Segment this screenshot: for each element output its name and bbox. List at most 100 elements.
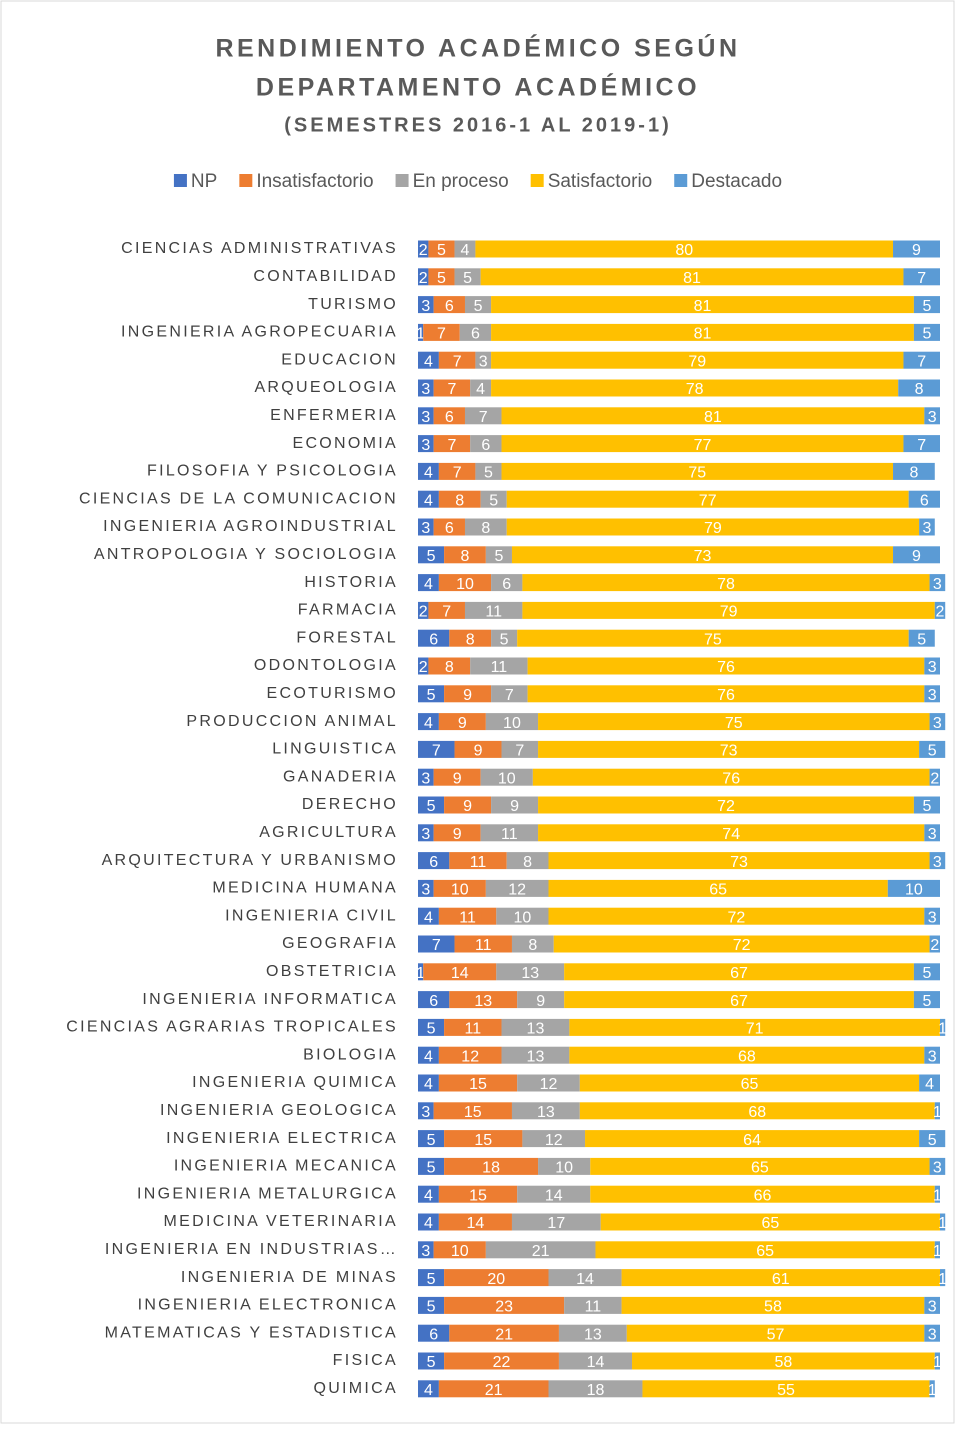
bar-segment xyxy=(418,1185,439,1203)
legend-swatch xyxy=(674,174,688,187)
bar-segment xyxy=(438,1185,518,1203)
bar-segment xyxy=(527,657,925,675)
bar-segment xyxy=(564,991,914,1009)
bar-segment xyxy=(418,1157,445,1175)
bar-segment xyxy=(418,629,450,647)
bar-segment xyxy=(569,1046,925,1064)
data-label: 5 xyxy=(437,270,446,287)
data-label: 7 xyxy=(505,687,514,704)
data-label: 5 xyxy=(489,492,498,509)
bar-segment xyxy=(438,713,486,731)
data-label: 5 xyxy=(437,242,446,259)
data-label: 7 xyxy=(432,937,441,954)
bar-segment xyxy=(908,629,935,647)
bar-segment xyxy=(418,490,439,508)
data-label: 65 xyxy=(709,882,727,899)
category-label: OBSTETRICIA xyxy=(266,963,398,980)
bar-segment xyxy=(438,1213,512,1231)
data-label: 3 xyxy=(928,687,937,704)
data-label: 7 xyxy=(917,353,926,370)
data-label: 11 xyxy=(501,826,518,843)
bar-segment xyxy=(548,1380,643,1398)
data-label: 6 xyxy=(429,1326,438,1343)
category-label: INGENIERIA ELECTRONICA xyxy=(138,1297,398,1314)
bar-segment xyxy=(438,1046,502,1064)
bar-segment xyxy=(491,379,899,397)
data-label: 81 xyxy=(704,409,722,426)
data-label: 3 xyxy=(928,1048,937,1065)
bar-segment xyxy=(454,740,502,758)
data-label: 1 xyxy=(416,965,425,982)
data-label: 57 xyxy=(767,1326,785,1343)
bar-segment xyxy=(418,601,429,619)
bar-segment xyxy=(444,1296,565,1314)
bar-segment xyxy=(511,546,894,564)
category-label: GANADERIA xyxy=(283,768,398,785)
data-label: 11 xyxy=(465,1021,482,1038)
bar-segment xyxy=(449,1324,559,1342)
bar-segment xyxy=(433,518,465,536)
bar-segment xyxy=(934,1352,940,1370)
category-label: AGRICULTURA xyxy=(259,824,398,841)
bar-segment xyxy=(433,824,481,842)
category-label: ARQUITECTURA Y URBANISMO xyxy=(102,852,398,869)
bar-segment xyxy=(418,963,424,981)
data-label: 15 xyxy=(469,1076,487,1093)
data-label: 1 xyxy=(933,1354,942,1371)
bar-segment xyxy=(418,1324,450,1342)
bar-segment xyxy=(485,713,539,731)
bar-segment xyxy=(538,713,930,731)
bar-segment xyxy=(418,1102,434,1120)
data-label: 9 xyxy=(453,826,462,843)
data-label: 79 xyxy=(704,520,722,537)
data-label: 8 xyxy=(523,854,532,871)
category-label: GEOGRAFIA xyxy=(282,935,398,952)
data-label: 6 xyxy=(502,576,511,593)
data-label: 5 xyxy=(427,1299,436,1316)
legend-label: NP xyxy=(191,171,217,192)
bar-segment xyxy=(418,1130,445,1148)
bar-segment xyxy=(418,1046,439,1064)
data-label: 2 xyxy=(930,937,939,954)
data-label: 1 xyxy=(933,1104,942,1121)
data-label: 66 xyxy=(754,1187,772,1204)
bar-segment xyxy=(433,1241,486,1259)
category-label: INGENIERIA GEOLOGICA xyxy=(160,1102,398,1119)
bar-segment xyxy=(558,1352,633,1370)
data-label: 72 xyxy=(717,798,735,815)
data-label: 4 xyxy=(424,715,433,732)
bar-segment xyxy=(924,907,940,925)
category-label: CIENCIAS AGRARIAS TROPICALES xyxy=(66,1019,398,1036)
bar-segment xyxy=(491,351,904,369)
bar-segment xyxy=(934,1102,940,1120)
bar-segment xyxy=(924,407,940,425)
bar-segment xyxy=(418,351,439,369)
bar-segment xyxy=(480,824,539,842)
data-label: 18 xyxy=(482,1160,500,1177)
category-label: INGENIERIA AGROINDUSTRIAL xyxy=(103,518,398,535)
data-label: 7 xyxy=(917,437,926,454)
bar-segment xyxy=(470,435,502,453)
bar-segment xyxy=(538,1157,591,1175)
bar-segment xyxy=(485,546,512,564)
data-label: 79 xyxy=(688,353,706,370)
data-label: 58 xyxy=(764,1299,782,1316)
data-label: 11 xyxy=(585,1299,602,1316)
bar-segment xyxy=(501,435,904,453)
bar-segment xyxy=(418,435,434,453)
data-label: 11 xyxy=(475,937,492,954)
data-label: 3 xyxy=(421,770,430,787)
bar-segment xyxy=(475,351,492,369)
category-label: PRODUCCION ANIMAL xyxy=(186,713,398,730)
data-label: 5 xyxy=(922,993,931,1010)
bar-segment xyxy=(470,379,492,397)
category-label: HISTORIA xyxy=(304,574,398,591)
data-label: 5 xyxy=(494,548,503,565)
data-label: 72 xyxy=(728,909,746,926)
data-label: 1 xyxy=(938,1271,947,1288)
bar-segment xyxy=(632,1352,935,1370)
bar-segment xyxy=(449,991,518,1009)
data-label: 1 xyxy=(938,1215,947,1232)
data-label: 4 xyxy=(461,242,470,259)
